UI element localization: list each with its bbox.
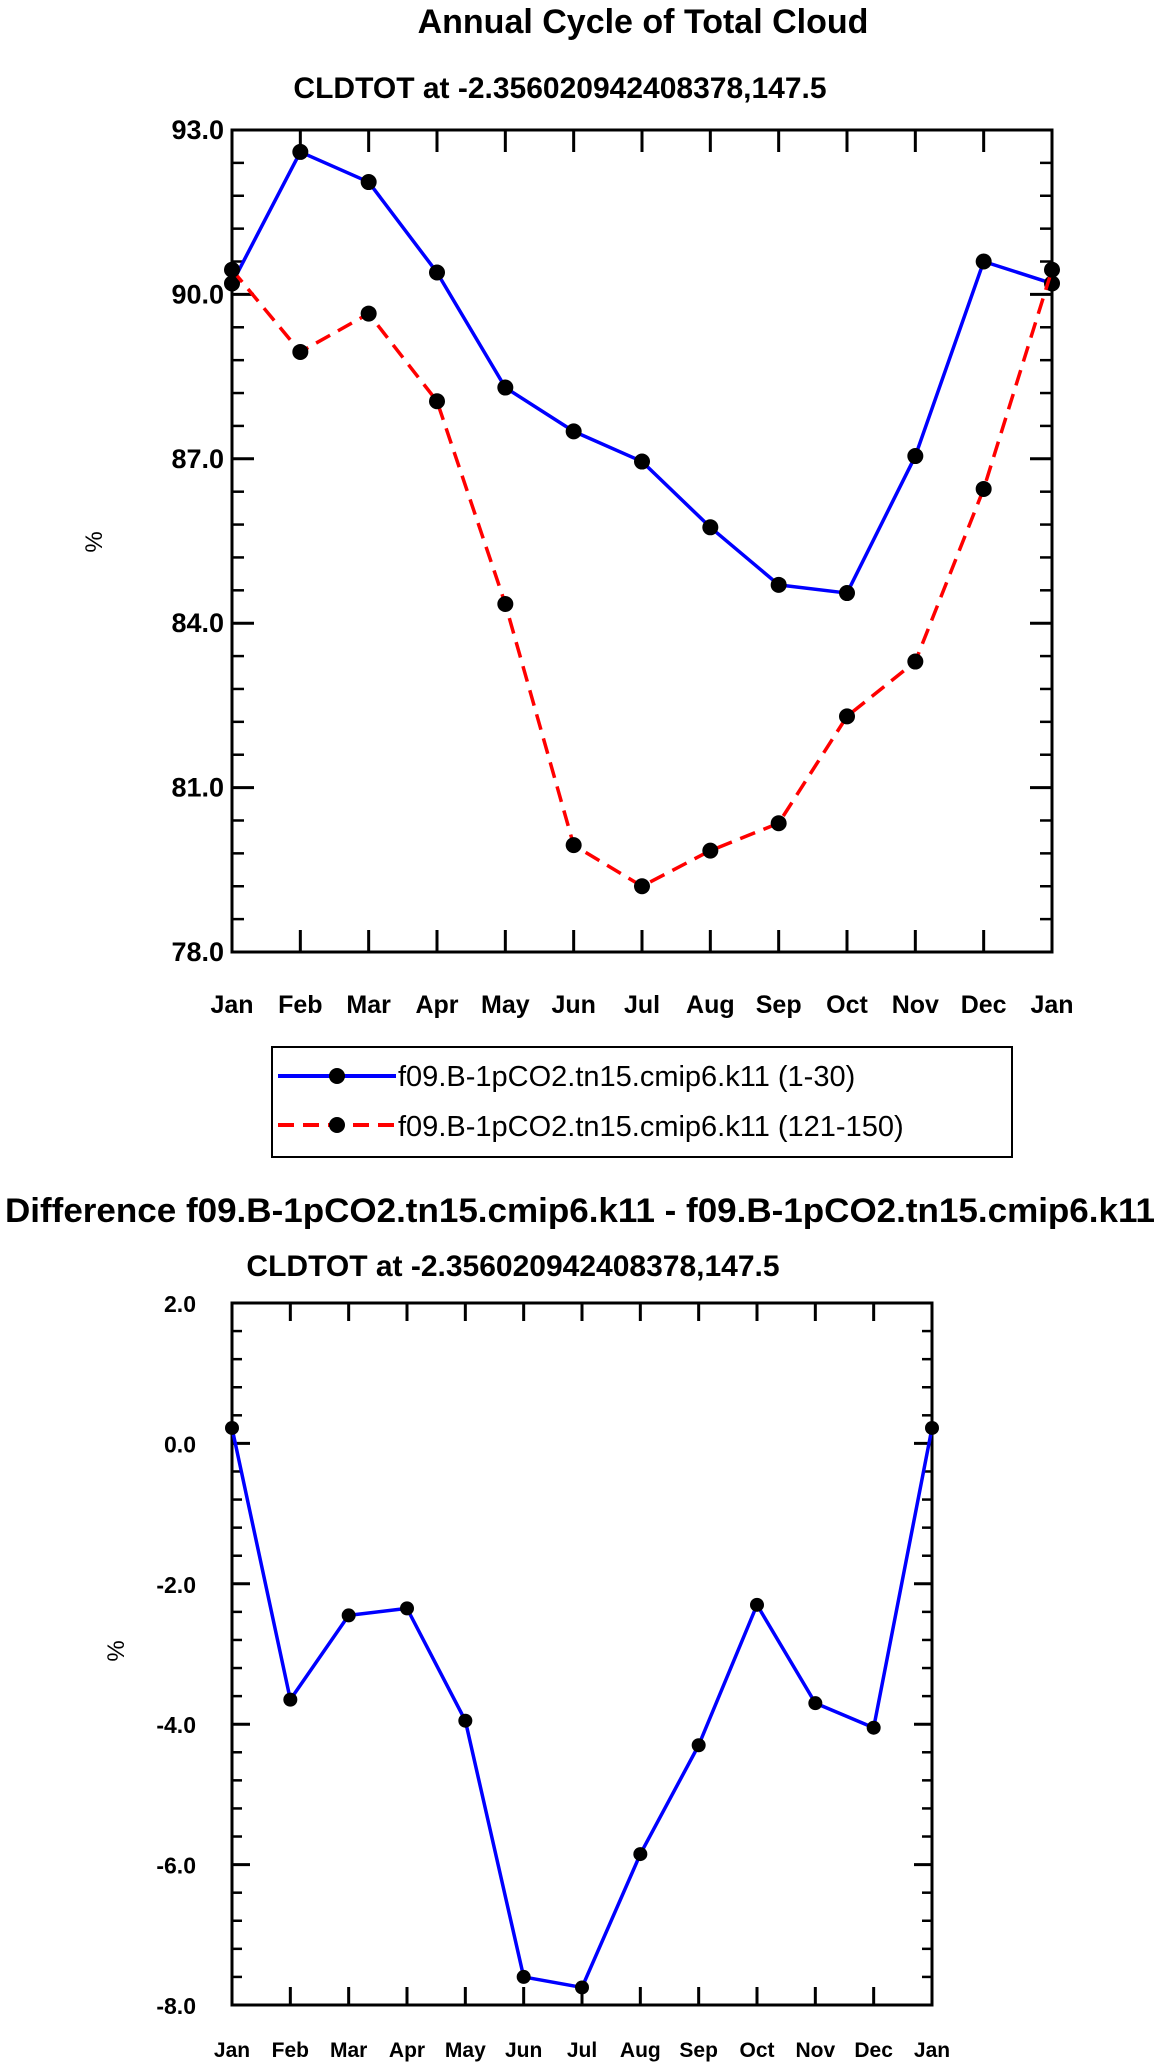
chart1-series-1-point (839, 585, 855, 602)
chart2-ytick-label: -2.0 (156, 1572, 196, 1598)
chart2-xtick-label: May (445, 2039, 486, 2062)
chart2-series-1-point (808, 1696, 823, 1711)
chart2-marks: Jan Feb Mar Apr May Jun Jul Aug Sep Oct Nov Dec Jan-… (156, 1291, 950, 2062)
chart1-series-2-point (907, 653, 924, 670)
chart2-ytick-label: -6.0 (156, 1853, 196, 1879)
chart1-xtick-label: Dec (961, 991, 1007, 1019)
chart1-series-1-point (702, 519, 719, 536)
chart2-series-1-point (633, 1847, 648, 1862)
chart1-plot-frame (230, 128, 1054, 954)
chart1-xtick-label: May (481, 991, 530, 1019)
chart2-xtick-label: Dec (854, 2039, 893, 2062)
chart2-xtick-label: Aug (620, 2039, 661, 2062)
chart2-series-1-point (691, 1738, 706, 1753)
chart1-series-1-point (224, 275, 240, 292)
chart2-xtick-label: Jul (567, 2039, 597, 2062)
chart1-subtitle: CLDTOT at -2.356020942408378,147.5 (293, 72, 826, 105)
chart1-xtick-label: Jan (210, 991, 253, 1019)
chart1-series-2-point (634, 878, 650, 895)
chart2-xtick-label: Oct (739, 2039, 774, 2062)
chart2-xtick-label: Feb (272, 2039, 309, 2062)
chart1-series-1-point (429, 264, 445, 281)
chart2-ylabel: % (103, 1640, 130, 1661)
chart2-plot-frame (230, 1301, 934, 2007)
chart1-xtick-label: Jul (624, 991, 660, 1019)
chart2-series-1-point (925, 1420, 939, 1435)
chart1-ytick-label: 93.0 (171, 115, 224, 145)
chart2-ytick-label: -8.0 (156, 1993, 196, 2019)
chart2-title: Difference f09.B-1pCO2.tn15.cmip6.k11 - … (5, 1192, 1155, 1230)
legend-label-series-2: f09.B-1pCO2.tn15.cmip6.k11 (121-150) (398, 1111, 904, 1143)
chart1-ytick-label: 84.0 (171, 608, 224, 638)
chart2-series-1-line (230, 1427, 934, 1990)
chart2-series-1-point (225, 1420, 239, 1435)
chart1-title: Annual Cycle of Total Cloud (418, 3, 869, 41)
chart2-series-1-point (575, 1980, 589, 1995)
chart2-xtick-label: Jan (214, 2039, 250, 2062)
chart2-xtick-label: Apr (389, 2039, 425, 2062)
chart1-xtick-label: Apr (415, 991, 458, 1019)
chart2-series-1-point (516, 1969, 531, 1984)
legend-marker-series-2 (329, 1117, 345, 1133)
chart1-xtick-label: Oct (826, 991, 868, 1019)
chart2-xtick-label: Jan (914, 2039, 950, 2062)
chart1-ytick-label: 90.0 (171, 279, 224, 309)
chart1-series-2-point (497, 596, 514, 613)
chart1-series-1-point (770, 576, 787, 593)
chart1-series-2-point (770, 815, 787, 832)
chart1-series-1-line (230, 150, 1053, 595)
chart1-series-2-point (565, 837, 582, 854)
chart1-marks: Jan Feb Mar Apr May Jun Jul Aug Sep Oct Nov Dec Jan 7… (171, 115, 1073, 1019)
chart1-series-2-point (839, 708, 855, 725)
chart2-series-1-point (750, 1597, 764, 1612)
chart1-xtick-label: Feb (278, 991, 322, 1019)
chart1-ytick-label: 87.0 (171, 444, 224, 474)
chart1-series-2-point (224, 261, 240, 278)
chart2-series-1-point (458, 1713, 473, 1728)
chart2-series-1-point (341, 1608, 356, 1623)
legend-label-series-1: f09.B-1pCO2.tn15.cmip6.k11 (1-30) (398, 1061, 855, 1093)
chart2-ytick-label: 2.0 (164, 1291, 196, 1317)
chart2-xtick-label: Sep (679, 2039, 718, 2062)
chart1-series-1-point (907, 448, 924, 465)
chart1-xtick-label: Aug (686, 991, 735, 1019)
chart1-xtick-label: Mar (346, 991, 391, 1019)
chart1-xtick-label: Jan (1030, 991, 1073, 1019)
chart1-xtick-label: Nov (892, 991, 939, 1019)
legend-marker-series-1 (329, 1068, 345, 1084)
chart2-xtick-label: Nov (795, 2039, 835, 2062)
chart1-series-2-point (702, 842, 719, 859)
chart2-subtitle: CLDTOT at -2.356020942408378,147.5 (246, 1250, 779, 1283)
chart2-xtick-label: Mar (330, 2039, 367, 2062)
chart2-series-1-point (283, 1692, 298, 1707)
chart1-series-2-point (1044, 261, 1060, 278)
chart1-series-2-point (360, 305, 377, 322)
chart1-series-1-point (292, 143, 309, 160)
chart1-ytick-label: 81.0 (171, 773, 224, 803)
chart2-ytick-label: 0.0 (164, 1431, 196, 1457)
chart1-series-2-line (230, 268, 1054, 888)
chart1-xtick-label: Sep (756, 991, 802, 1019)
chart1-series-1-point (634, 453, 650, 470)
chart1-ylabel: % (81, 531, 108, 552)
chart1-series-2-point (429, 393, 445, 410)
chart1-series-2-point (975, 480, 992, 497)
chart2-xtick-label: Jun (505, 2039, 542, 2062)
chart1-series-1-point (497, 379, 514, 396)
chart2-series-1-point (866, 1720, 881, 1735)
chart1-ytick-label: 78.0 (171, 937, 224, 967)
legend-box (271, 1046, 1013, 1158)
chart1-xtick-label: Jun (551, 991, 595, 1019)
chart1-series-1-point (360, 174, 377, 191)
chart2-series-1-point (400, 1601, 414, 1616)
chart1-series-1-point (565, 423, 582, 440)
chart1-series-1-point (975, 253, 992, 270)
chart1-series-2-point (292, 343, 309, 360)
chart2-ytick-label: -4.0 (156, 1712, 196, 1738)
